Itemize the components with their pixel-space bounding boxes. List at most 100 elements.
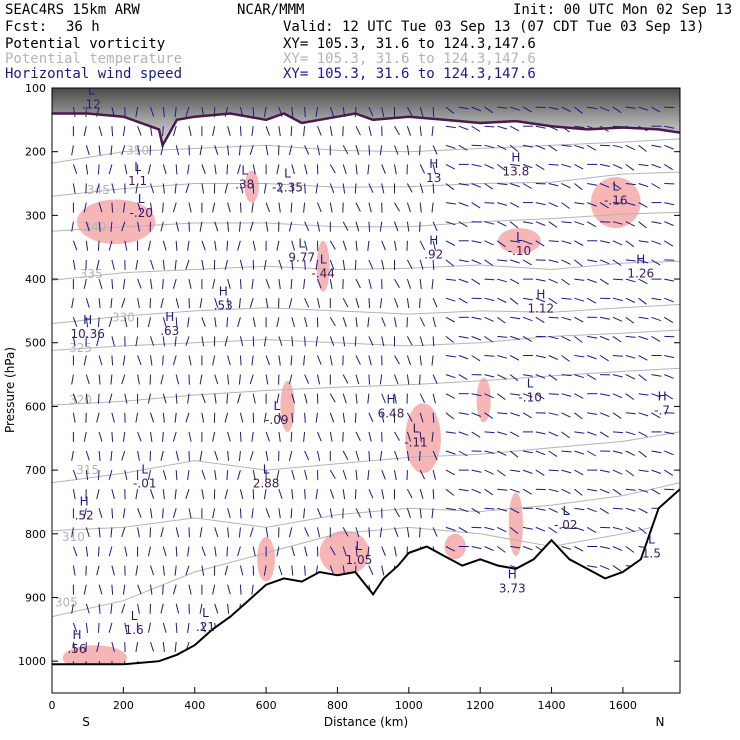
y-tick-label: 100 — [25, 82, 46, 95]
wind-vector — [304, 565, 306, 576]
wind-vector — [574, 374, 585, 379]
wind-vector — [458, 106, 469, 110]
wind-vector — [419, 126, 422, 137]
wind-vector — [406, 259, 413, 270]
pv-extremum-value: 3.73 — [499, 582, 526, 596]
wind-vector — [227, 508, 231, 519]
wind-vector — [147, 240, 151, 251]
wind-vector — [342, 412, 346, 423]
wind-vector — [484, 240, 494, 246]
wind-vector — [381, 106, 385, 118]
wind-vector — [111, 584, 114, 595]
wind-vector — [137, 584, 142, 595]
wind-vector — [638, 335, 649, 340]
wind-vector — [497, 393, 506, 401]
wind-vector — [612, 278, 623, 281]
pv-extremum-letter: H — [80, 495, 89, 509]
field-name-theta: Potential temperature — [5, 51, 183, 67]
wind-vector — [497, 278, 508, 283]
wind-vector — [97, 622, 100, 633]
wind-vector — [226, 470, 229, 481]
wind-vector — [664, 393, 674, 400]
wind-vector — [445, 431, 456, 434]
wind-vector — [71, 450, 74, 461]
wind-vector — [317, 508, 322, 518]
wind-vector — [278, 355, 281, 366]
wind-vector — [249, 145, 254, 155]
wind-vector — [368, 183, 374, 193]
north-end-label: N — [656, 715, 665, 729]
wind-vector — [201, 393, 206, 404]
wind-vector — [278, 565, 283, 576]
wind-vector — [237, 317, 241, 328]
pv-shaded-region-0 — [76, 199, 156, 245]
wind-vector — [458, 507, 469, 513]
pv-extremum-letter: H — [508, 568, 517, 582]
wind-vector — [612, 144, 623, 149]
wind-vector — [175, 527, 180, 538]
wind-vector — [394, 298, 399, 308]
wind-vector — [394, 527, 399, 537]
wind-vector — [431, 202, 434, 213]
wind-vector — [162, 546, 167, 557]
wind-vector — [288, 221, 293, 232]
pv-extremum-value: 1.1 — [128, 174, 147, 188]
wind-vector — [458, 355, 469, 360]
wind-vector — [291, 546, 295, 557]
wind-vector — [122, 508, 126, 519]
wind-vector — [122, 279, 126, 290]
wind-vector — [432, 297, 438, 308]
wind-vector — [239, 336, 244, 347]
wind-vector — [135, 183, 139, 194]
wind-vector — [394, 546, 397, 557]
wind-vector — [83, 584, 87, 595]
pv-extremum-value: -.16 — [604, 193, 627, 207]
wind-vector — [85, 374, 90, 385]
pv-extremum-value: -.11 — [404, 435, 427, 449]
wind-vector — [342, 145, 349, 155]
wind-vector — [147, 164, 151, 175]
wind-vector — [561, 144, 572, 147]
wind-vector — [162, 393, 167, 404]
wind-vector — [638, 355, 648, 361]
wind-vector — [304, 412, 306, 423]
wind-vector — [121, 450, 126, 461]
wind-vector — [188, 584, 192, 595]
wind-vector — [72, 107, 76, 118]
wind-vector — [561, 335, 571, 342]
wind-vector — [199, 145, 203, 156]
wind-vector — [587, 202, 597, 207]
wind-vector — [497, 240, 506, 248]
wind-vector — [458, 431, 469, 436]
wind-vector — [664, 431, 675, 435]
wind-vector — [612, 488, 622, 496]
wind-vector — [110, 374, 113, 385]
wind-vector — [227, 126, 231, 136]
wind-vector — [548, 507, 559, 513]
wind-vector — [342, 489, 346, 500]
pv-extremum-letter: H — [386, 393, 395, 407]
wind-vector — [121, 374, 126, 385]
wind-vector — [83, 126, 87, 137]
wind-vector — [342, 183, 346, 194]
wind-vector — [664, 316, 674, 324]
wind-vector — [227, 355, 231, 366]
wind-vector — [638, 278, 648, 285]
wind-vector — [535, 355, 546, 359]
wind-vector — [445, 221, 456, 226]
wind-vector — [574, 163, 584, 170]
pv-extremum-letter: L — [273, 399, 280, 413]
wind-vector — [355, 450, 360, 461]
wind-vector — [432, 469, 436, 480]
wind-vector — [394, 355, 400, 365]
wind-vector — [432, 489, 435, 500]
wind-vector — [252, 469, 256, 481]
wind-vector — [303, 202, 306, 213]
wind-vector — [108, 164, 113, 175]
wind-vector — [509, 527, 519, 534]
wind-vector — [303, 279, 306, 290]
wind-vector — [150, 412, 155, 423]
wind-vector — [137, 527, 140, 538]
wind-vector — [379, 374, 383, 385]
wind-vector — [185, 336, 190, 347]
